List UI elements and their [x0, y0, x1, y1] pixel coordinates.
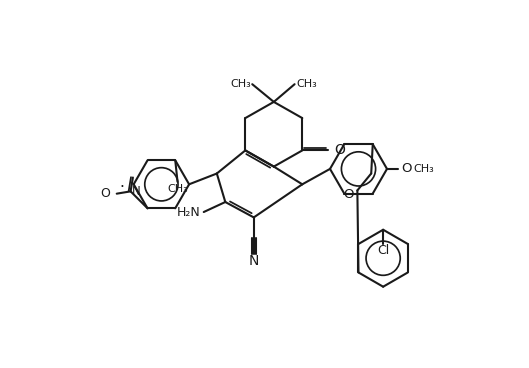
Text: CH₃: CH₃ — [230, 79, 251, 89]
Text: O: O — [402, 162, 412, 176]
Text: N: N — [249, 254, 259, 268]
Text: H₂N: H₂N — [177, 205, 200, 219]
Text: CH₃: CH₃ — [296, 79, 317, 89]
Text: CH₃: CH₃ — [413, 164, 434, 174]
Text: N: N — [132, 185, 141, 198]
Text: O: O — [334, 144, 345, 158]
Text: O: O — [101, 187, 111, 200]
Text: ·: · — [119, 180, 124, 195]
Text: Cl: Cl — [377, 244, 389, 257]
Text: CH₃: CH₃ — [167, 184, 188, 194]
Text: O: O — [343, 188, 353, 201]
